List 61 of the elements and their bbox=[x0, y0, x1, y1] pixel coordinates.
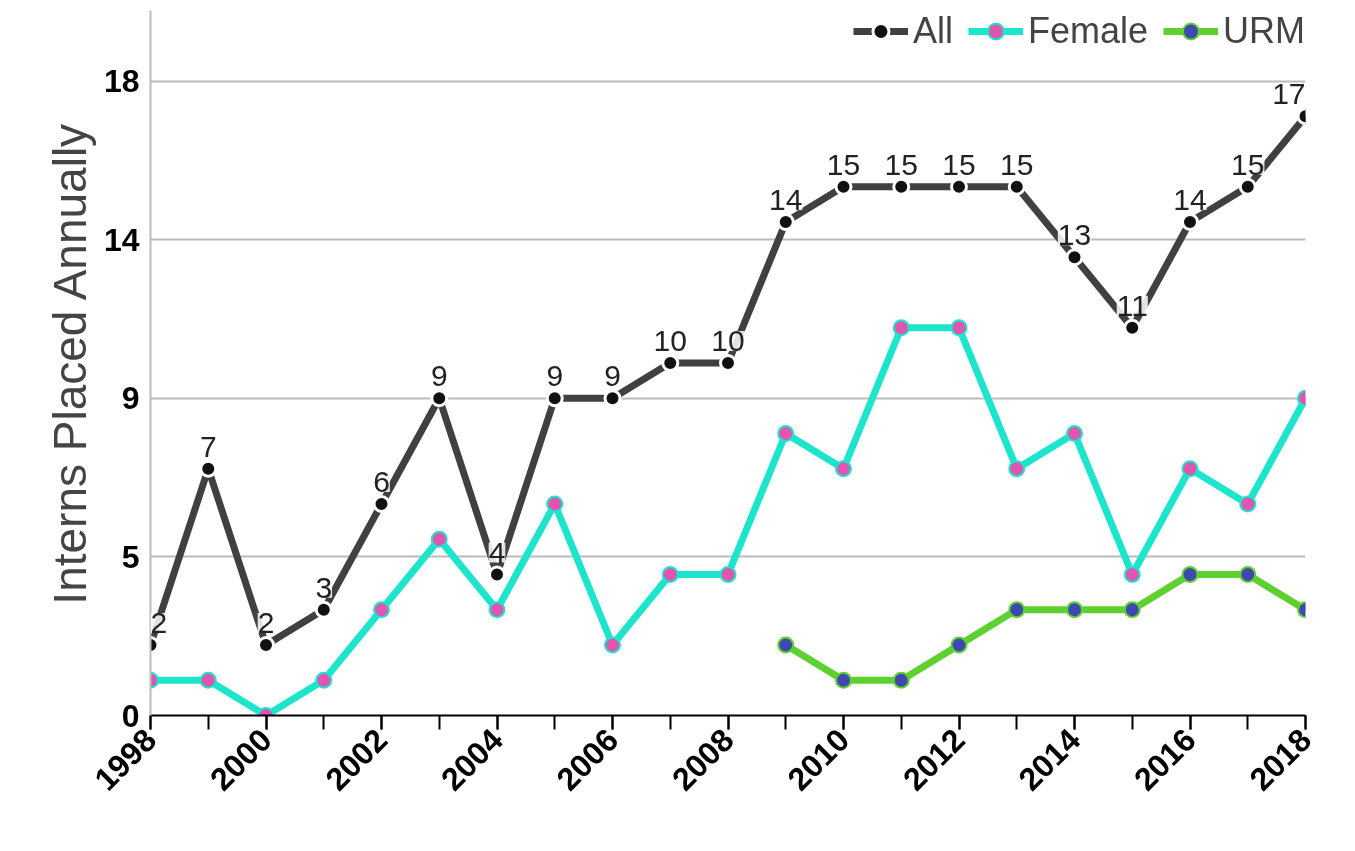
point bbox=[1008, 460, 1026, 478]
data-label: 10 bbox=[711, 324, 745, 357]
point bbox=[1181, 460, 1199, 478]
point bbox=[1239, 566, 1257, 583]
point bbox=[835, 460, 852, 478]
point bbox=[892, 319, 910, 337]
y-tick-label: 18 bbox=[103, 63, 140, 99]
data-label: 14 bbox=[1173, 183, 1207, 216]
data-label: 9 bbox=[546, 359, 564, 393]
point bbox=[314, 600, 333, 619]
data-label: 15 bbox=[884, 147, 918, 181]
point bbox=[1066, 601, 1083, 619]
point bbox=[1238, 177, 1257, 196]
data-label: 17 bbox=[1272, 77, 1306, 111]
legend-label: URM bbox=[1223, 10, 1305, 52]
point bbox=[777, 636, 795, 654]
y-tick-label: 14 bbox=[103, 221, 140, 258]
point bbox=[1239, 495, 1257, 513]
point bbox=[604, 636, 621, 654]
point bbox=[546, 495, 564, 513]
data-label: 2 bbox=[257, 606, 275, 639]
data-label: 9 bbox=[430, 359, 448, 393]
point bbox=[1065, 248, 1084, 267]
legend-label: Female bbox=[1027, 10, 1149, 52]
data-label: 10 bbox=[653, 324, 687, 357]
point bbox=[835, 671, 852, 689]
data-label: 2 bbox=[150, 606, 168, 639]
point bbox=[892, 671, 910, 689]
point bbox=[199, 671, 217, 689]
data-label: 7 bbox=[199, 429, 217, 463]
data-label: 13 bbox=[1057, 218, 1092, 252]
data-label: 15 bbox=[1000, 147, 1034, 181]
y-tick-label: 9 bbox=[121, 380, 140, 417]
point bbox=[1181, 213, 1199, 231]
data-label: 14 bbox=[769, 183, 803, 216]
point bbox=[1123, 566, 1141, 583]
data-label: 15 bbox=[1231, 147, 1265, 181]
y-tick-label: 5 bbox=[121, 538, 140, 575]
data-label: 11 bbox=[1116, 288, 1148, 322]
point bbox=[1181, 566, 1199, 583]
point bbox=[777, 425, 795, 442]
point bbox=[372, 495, 391, 513]
point bbox=[315, 671, 333, 689]
data-label: 3 bbox=[315, 570, 333, 604]
point bbox=[719, 566, 737, 583]
data-label: 9 bbox=[604, 359, 621, 393]
point bbox=[661, 566, 679, 583]
point bbox=[430, 530, 448, 548]
point bbox=[950, 319, 968, 337]
point bbox=[488, 601, 506, 619]
point bbox=[373, 601, 390, 619]
data-label: 6 bbox=[373, 465, 390, 498]
y-axis-title: Interns Placed Annually bbox=[43, 123, 96, 605]
point bbox=[1123, 601, 1141, 619]
legend-label: All bbox=[912, 10, 953, 52]
data-label: 15 bbox=[942, 147, 976, 181]
point bbox=[1066, 425, 1083, 442]
point bbox=[950, 636, 968, 654]
point bbox=[1008, 601, 1026, 619]
data-label: 4 bbox=[488, 535, 506, 569]
data-label: 15 bbox=[826, 147, 861, 181]
